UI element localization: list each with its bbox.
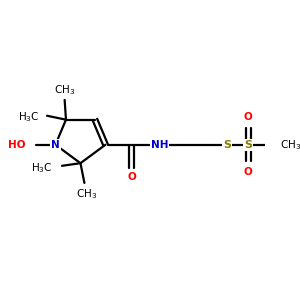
Text: HO: HO xyxy=(8,140,25,150)
Text: O: O xyxy=(244,167,253,177)
Text: S: S xyxy=(244,140,252,150)
Text: CH$_3$: CH$_3$ xyxy=(54,83,75,97)
Text: O: O xyxy=(128,172,136,182)
Text: H$_3$C: H$_3$C xyxy=(18,110,40,124)
Text: S: S xyxy=(223,140,231,150)
Text: N: N xyxy=(51,140,60,150)
Text: O: O xyxy=(244,112,253,122)
Text: NH: NH xyxy=(151,140,168,150)
Text: CH$_3$: CH$_3$ xyxy=(76,187,98,201)
Text: H$_3$C: H$_3$C xyxy=(31,162,53,176)
Text: CH$_3$: CH$_3$ xyxy=(280,138,300,152)
